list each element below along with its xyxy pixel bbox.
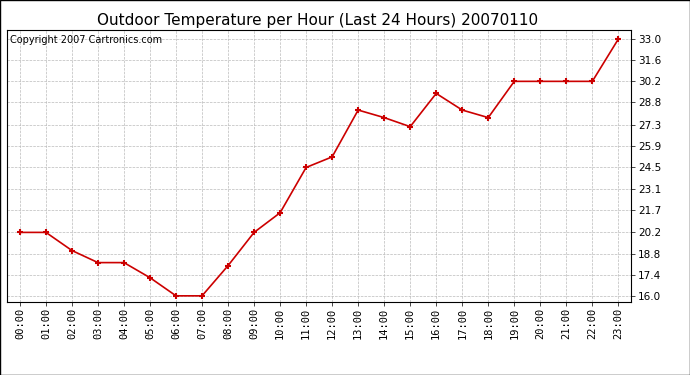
- Text: Outdoor Temperature per Hour (Last 24 Hours) 20070110: Outdoor Temperature per Hour (Last 24 Ho…: [97, 13, 538, 28]
- Text: Copyright 2007 Cartronics.com: Copyright 2007 Cartronics.com: [10, 35, 162, 45]
